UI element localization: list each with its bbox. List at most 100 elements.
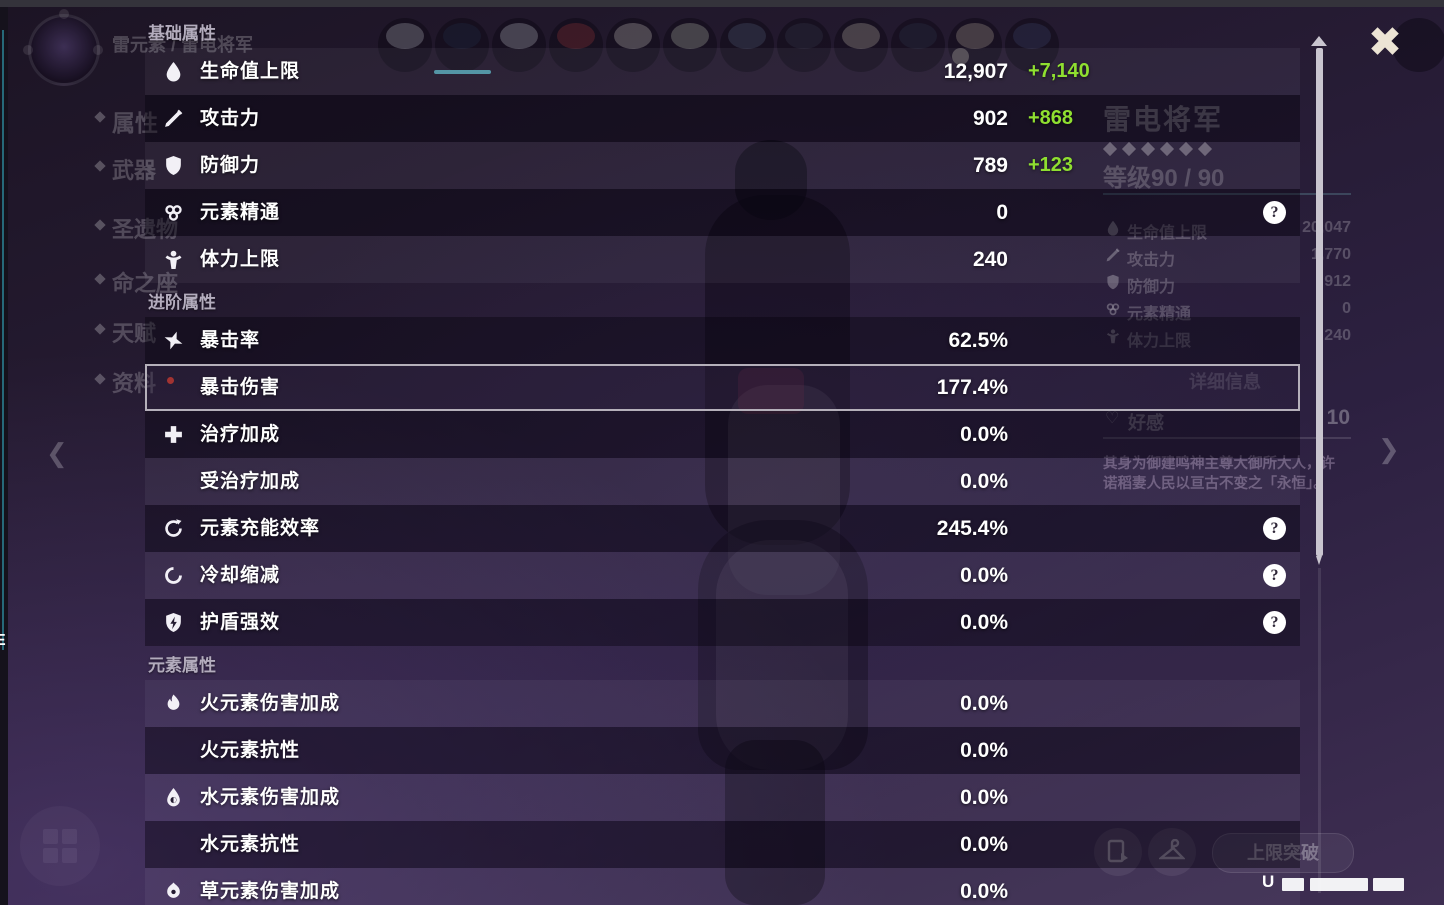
uid-redacted xyxy=(1373,878,1404,891)
stamina-icon xyxy=(1106,329,1120,344)
close-button[interactable] xyxy=(1368,24,1402,58)
nav-diamond-icon xyxy=(94,373,106,385)
stat-label: 火元素伤害加成 xyxy=(200,693,341,714)
stat-label: 体力上限 xyxy=(200,249,281,270)
stat-row[interactable]: 火元素伤害加成 0.0% xyxy=(145,680,1300,727)
stat-row[interactable]: 体力上限 240 xyxy=(145,236,1300,283)
window-top-bar xyxy=(0,0,1444,7)
character-avatar xyxy=(378,18,432,72)
character-lore-line: 其身为御建鸣神主尊大御所大人，许 xyxy=(1103,456,1335,472)
friendship-level: 10 xyxy=(1326,406,1350,429)
stat-value: 0.0% xyxy=(960,833,1008,856)
energy-recharge-icon xyxy=(165,519,182,537)
bg-stat-row: 防御力 912 xyxy=(1103,270,1351,297)
section-title: 进阶属性 xyxy=(148,293,216,312)
element-character-label: 雷元素 / 雷电将军 xyxy=(112,35,254,55)
stat-value: 240 xyxy=(972,248,1008,271)
stat-value: 0.0% xyxy=(960,423,1008,446)
sidebar-item-3: 命之座 xyxy=(112,271,179,296)
hp-icon xyxy=(1107,220,1119,236)
def-icon xyxy=(166,156,181,175)
stat-row[interactable]: 攻击力 902 +868 xyxy=(145,95,1300,142)
ascend-button: 上限突破 xyxy=(1212,833,1354,873)
elemental-mastery-icon xyxy=(1106,303,1120,316)
hydro-icon xyxy=(167,788,180,807)
stat-label: 水元素抗性 xyxy=(200,834,301,855)
page-left-arrow-icon: ❮ xyxy=(46,438,68,468)
atk-icon xyxy=(165,109,183,127)
stat-value: 0.0% xyxy=(960,739,1008,762)
stat-row[interactable]: 治疗加成 0.0% xyxy=(145,411,1300,458)
help-icon[interactable]: ? xyxy=(1263,201,1286,224)
elemental-mastery-icon xyxy=(165,205,182,221)
stamina-icon xyxy=(165,250,182,269)
uid-redacted xyxy=(1310,878,1368,891)
sidebar-item-1: 武器 xyxy=(112,158,157,183)
stat-value: 0.0% xyxy=(960,611,1008,634)
character-avatar xyxy=(777,18,831,72)
nav-diamond-icon xyxy=(94,111,106,123)
character-level: 等级90 / 90 xyxy=(1103,165,1225,192)
help-icon[interactable]: ? xyxy=(1263,517,1286,540)
stat-row[interactable]: 暴击率 62.5% xyxy=(145,317,1300,364)
uid-label: U xyxy=(1262,872,1275,891)
stat-value: 62.5% xyxy=(948,329,1008,352)
character-art-silhouette xyxy=(725,740,825,905)
card-flip-button xyxy=(1094,828,1142,876)
bg-stat-label: 攻击力 xyxy=(1127,252,1176,269)
character-avatar xyxy=(891,18,945,72)
bg-stat-label: 生命值上限 xyxy=(1127,225,1208,242)
scrollbar-thumb[interactable] xyxy=(1316,48,1323,556)
page-right-arrow-icon: ❯ xyxy=(1378,434,1400,464)
nav-diamond-icon xyxy=(94,160,106,172)
stat-label: 元素充能效率 xyxy=(200,518,321,539)
sidebar-item-0: 属性 xyxy=(112,110,158,136)
stat-value: 245.4% xyxy=(936,517,1008,540)
stat-label: 攻击力 xyxy=(200,108,261,129)
element-emblem-icon xyxy=(23,9,103,86)
stat-value: 12,907 xyxy=(943,60,1008,83)
shield-strength-icon xyxy=(166,613,181,632)
stat-row[interactable]: 护盾强效 0.0%? xyxy=(145,599,1300,646)
stat-row[interactable]: 水元素伤害加成 0.0% xyxy=(145,774,1300,821)
stat-bonus: +123 xyxy=(1028,154,1074,176)
character-avatar xyxy=(720,18,774,72)
stat-row[interactable]: 受治疗加成 0.0% xyxy=(145,458,1300,505)
sidebar-item-4: 天赋 xyxy=(112,321,157,346)
friendship-label: 好感 xyxy=(1128,413,1164,433)
character-avatar xyxy=(948,18,1002,72)
outfit-hanger-button xyxy=(1148,828,1196,876)
def-icon xyxy=(1107,274,1119,290)
character-avatar xyxy=(834,18,888,72)
stat-row[interactable]: 草元素伤害加成 0.0% xyxy=(145,868,1300,905)
pane-divider xyxy=(1103,437,1351,439)
scrollbar-thumb-tip xyxy=(1316,556,1322,565)
stat-label: 暴击率 xyxy=(200,330,261,351)
help-icon[interactable]: ? xyxy=(1263,611,1286,634)
stat-row[interactable]: 暴击伤害 177.4% xyxy=(145,364,1300,411)
stat-label: 防御力 xyxy=(200,155,261,176)
party-grid-button xyxy=(20,806,100,886)
character-avatar xyxy=(606,18,660,72)
help-icon[interactable]: ? xyxy=(1263,564,1286,587)
cooldown-reduction-icon xyxy=(165,567,182,584)
dendro-icon xyxy=(167,882,180,898)
selected-avatar-underline xyxy=(434,70,491,74)
stat-row[interactable]: 元素精通 0? xyxy=(145,189,1300,236)
character-avatar xyxy=(492,18,546,72)
stat-row[interactable]: 冷却缩减 0.0%? xyxy=(145,552,1300,599)
stat-row[interactable]: 元素充能效率 245.4%? xyxy=(145,505,1300,552)
scrollbar-up-arrow[interactable] xyxy=(1311,36,1327,46)
stat-row[interactable]: 水元素抗性 0.0% xyxy=(145,821,1300,868)
stat-label: 暴击伤害 xyxy=(200,377,281,398)
healing-bonus-icon xyxy=(165,426,182,443)
stat-row[interactable]: 火元素抗性 0.0% xyxy=(145,727,1300,774)
stat-label: 水元素伤害加成 xyxy=(200,787,341,808)
stat-value: 0.0% xyxy=(960,470,1008,493)
stat-row[interactable]: 生命值上限 12,907 +7,140 xyxy=(145,48,1300,95)
attributes-panel: 基础属性 生命值上限 12,907 +7,140 攻击力 902 +868 防御力 789 +12… xyxy=(145,0,1300,905)
character-art-silhouette xyxy=(705,195,850,545)
bg-stat-row: 元素精通 0 xyxy=(1103,297,1351,324)
stat-row[interactable]: 防御力 789 +123 xyxy=(145,142,1300,189)
stat-value: 0.0% xyxy=(960,880,1008,903)
